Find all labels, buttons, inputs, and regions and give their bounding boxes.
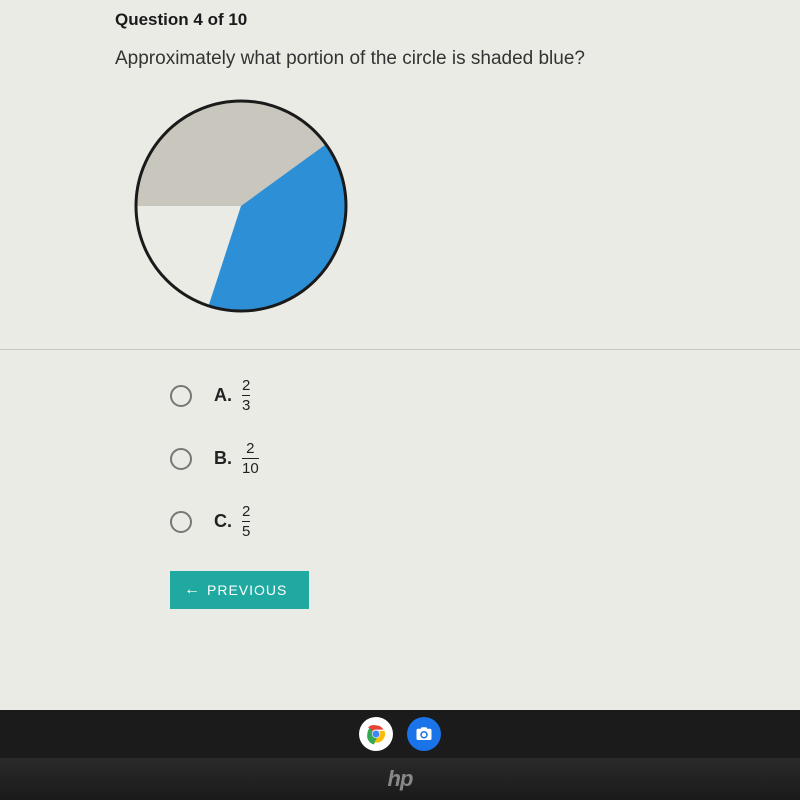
taskbar: [0, 710, 800, 758]
question-text: Approximately what portion of the circle…: [115, 48, 800, 70]
quiz-screen: Question 4 of 10 Approximately what port…: [0, 0, 800, 720]
previous-label: PREVIOUS: [207, 582, 287, 598]
option-fraction: 2 5: [242, 504, 250, 539]
option-letter: B.: [214, 448, 232, 469]
arrow-left-icon: ←: [184, 581, 201, 599]
radio-icon: [170, 511, 192, 533]
previous-button[interactable]: ← PREVIOUS: [170, 571, 309, 609]
option-c[interactable]: C. 2 5: [170, 504, 800, 539]
option-letter: A.: [214, 385, 232, 406]
option-fraction: 2 3: [242, 378, 250, 413]
hp-logo: hp: [388, 766, 413, 792]
option-fraction: 2 10: [242, 441, 259, 476]
pie-chart: [133, 98, 800, 319]
radio-icon: [170, 448, 192, 470]
answer-options: A. 2 3 B. 2 10 C. 2 5 ← PREVIOUS: [170, 378, 800, 609]
option-a[interactable]: A. 2 3: [170, 378, 800, 413]
chrome-icon[interactable]: [359, 717, 393, 751]
section-divider: [0, 349, 800, 350]
laptop-bezel: hp: [0, 758, 800, 800]
camera-icon[interactable]: [407, 717, 441, 751]
radio-icon: [170, 385, 192, 407]
option-letter: C.: [214, 511, 232, 532]
question-counter: Question 4 of 10: [115, 10, 800, 30]
option-b[interactable]: B. 2 10: [170, 441, 800, 476]
